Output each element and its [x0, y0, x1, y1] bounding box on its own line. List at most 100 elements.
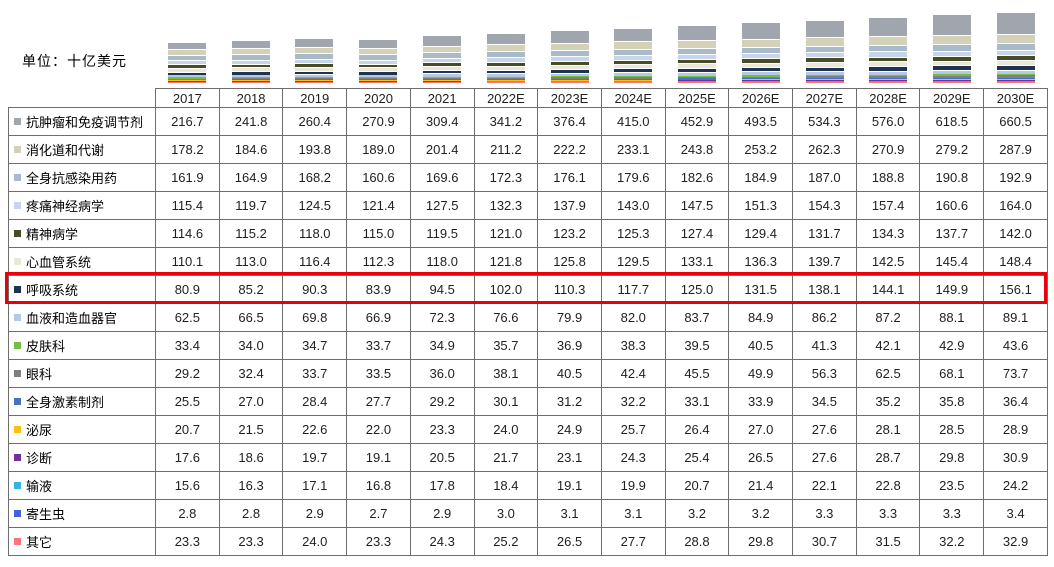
bar-column-2030E: [984, 12, 1048, 83]
bar-segment: [550, 69, 589, 74]
bar-segment: [997, 81, 1036, 82]
value-cell: 2.7: [346, 499, 411, 528]
bar-segment: [869, 46, 908, 53]
bar-segment: [231, 79, 270, 81]
value-cell: 20.7: [155, 415, 220, 444]
bar-segment: [678, 72, 717, 76]
value-cell: 27.6: [792, 443, 857, 472]
value-cell: 33.9: [728, 387, 794, 416]
bar-segment: [614, 78, 653, 80]
value-cell: 35.2: [855, 387, 921, 416]
value-cell: 19.9: [600, 471, 666, 500]
value-cell: 133.1: [664, 247, 730, 276]
bar-segment: [359, 79, 398, 81]
bar-segment: [550, 61, 589, 66]
bar-segment: [295, 39, 334, 48]
value-cell: 28.9: [983, 415, 1048, 444]
value-cell: 32.2: [600, 387, 666, 416]
value-cell: 201.4: [409, 135, 475, 164]
series-name: 全身激素制剂: [26, 395, 105, 410]
value-cell: 19.7: [282, 443, 348, 472]
value-cell: 40.5: [728, 331, 794, 360]
value-cell: 115.4: [155, 191, 220, 220]
table-row: 心血管系统 110.1 113.0 116.4 112.3 118.0 121.8 125.8…: [8, 247, 1048, 276]
bar-segment: [550, 81, 589, 83]
value-cell: 24.2: [983, 471, 1048, 500]
value-cell: 17.6: [155, 443, 220, 472]
value-cell: 119.5: [409, 219, 475, 248]
bar-segment: [295, 59, 334, 64]
value-cell: 22.0: [346, 415, 411, 444]
value-cell: 23.3: [346, 527, 411, 556]
series-color-swatch-icon: [14, 398, 21, 405]
bar-segment: [167, 72, 206, 76]
series-color-swatch-icon: [14, 258, 21, 265]
bar-segment: [423, 76, 462, 78]
bar-column-2027E: [793, 20, 857, 83]
value-cell: 25.7: [600, 415, 666, 444]
bar-segment: [997, 79, 1036, 81]
value-cell: 15.6: [155, 471, 220, 500]
value-cell: 309.4: [409, 107, 475, 136]
series-color-swatch-icon: [14, 174, 21, 181]
value-cell: 112.3: [346, 247, 411, 276]
value-cell: 142.0: [983, 219, 1048, 248]
bar-segment: [933, 45, 972, 52]
value-cell: 38.1: [473, 359, 539, 388]
value-cell: 118.0: [409, 247, 475, 276]
series-color-swatch-icon: [14, 314, 21, 321]
bar-segment: [997, 81, 1036, 83]
bar-stack: [805, 20, 844, 83]
value-cell: 33.7: [346, 331, 411, 360]
value-cell: 34.5: [792, 387, 857, 416]
value-cell: 142.5: [855, 247, 921, 276]
bar-segment: [741, 54, 780, 60]
value-cell: 36.0: [409, 359, 475, 388]
table-row: 其它 23.3 23.3 24.0 23.3 24.3 25.2 26.5 27.7 28.8 29…: [8, 527, 1048, 556]
value-cell: 69.8: [282, 303, 348, 332]
bar-segment: [997, 12, 1036, 35]
value-cell: 34.7: [282, 331, 348, 360]
value-cell: 24.3: [409, 527, 475, 556]
value-cell: 89.1: [983, 303, 1048, 332]
bar-segment: [295, 80, 334, 81]
bar-segment: [678, 68, 717, 73]
bar-segment: [741, 39, 780, 49]
value-cell: 41.3: [792, 331, 857, 360]
value-cell: 31.2: [537, 387, 602, 416]
row-label-cell: 疼痛神经病学: [8, 191, 156, 220]
value-cell: 131.5: [728, 275, 794, 304]
bar-segment: [678, 82, 717, 83]
bar-column-2018: [219, 40, 283, 83]
bar-segment: [550, 76, 589, 78]
bar-segment: [614, 50, 653, 57]
year-header: 2018: [218, 88, 284, 108]
bar-segment: [486, 78, 525, 80]
bar-segment: [231, 48, 270, 56]
value-cell: 20.7: [664, 471, 730, 500]
value-cell: 139.7: [792, 247, 857, 276]
bar-segment: [231, 75, 270, 78]
value-cell: 27.0: [728, 415, 794, 444]
table-row: 全身抗感染用药 161.9 164.9 168.2 160.6 169.6 172.3 176…: [8, 163, 1048, 192]
bar-segment: [997, 70, 1036, 74]
value-cell: 157.4: [855, 191, 921, 220]
bar-segment: [423, 80, 462, 81]
bar-segment: [869, 74, 908, 76]
bar-segment: [997, 44, 1036, 51]
value-cell: 136.3: [728, 247, 794, 276]
bar-segment: [359, 78, 398, 80]
bar-stack: [359, 39, 398, 83]
bar-segment: [997, 65, 1036, 71]
value-cell: 29.2: [409, 387, 475, 416]
row-label-cell: 输液: [8, 471, 156, 500]
value-cell: 76.6: [473, 303, 539, 332]
bar-segment: [486, 82, 525, 83]
bar-segment: [614, 73, 653, 76]
bar-segment: [741, 81, 780, 82]
value-cell: 33.4: [155, 331, 220, 360]
value-cell: 42.4: [600, 359, 666, 388]
bar-segment: [167, 79, 206, 81]
value-cell: 43.6: [983, 331, 1048, 360]
value-cell: 233.1: [600, 135, 666, 164]
